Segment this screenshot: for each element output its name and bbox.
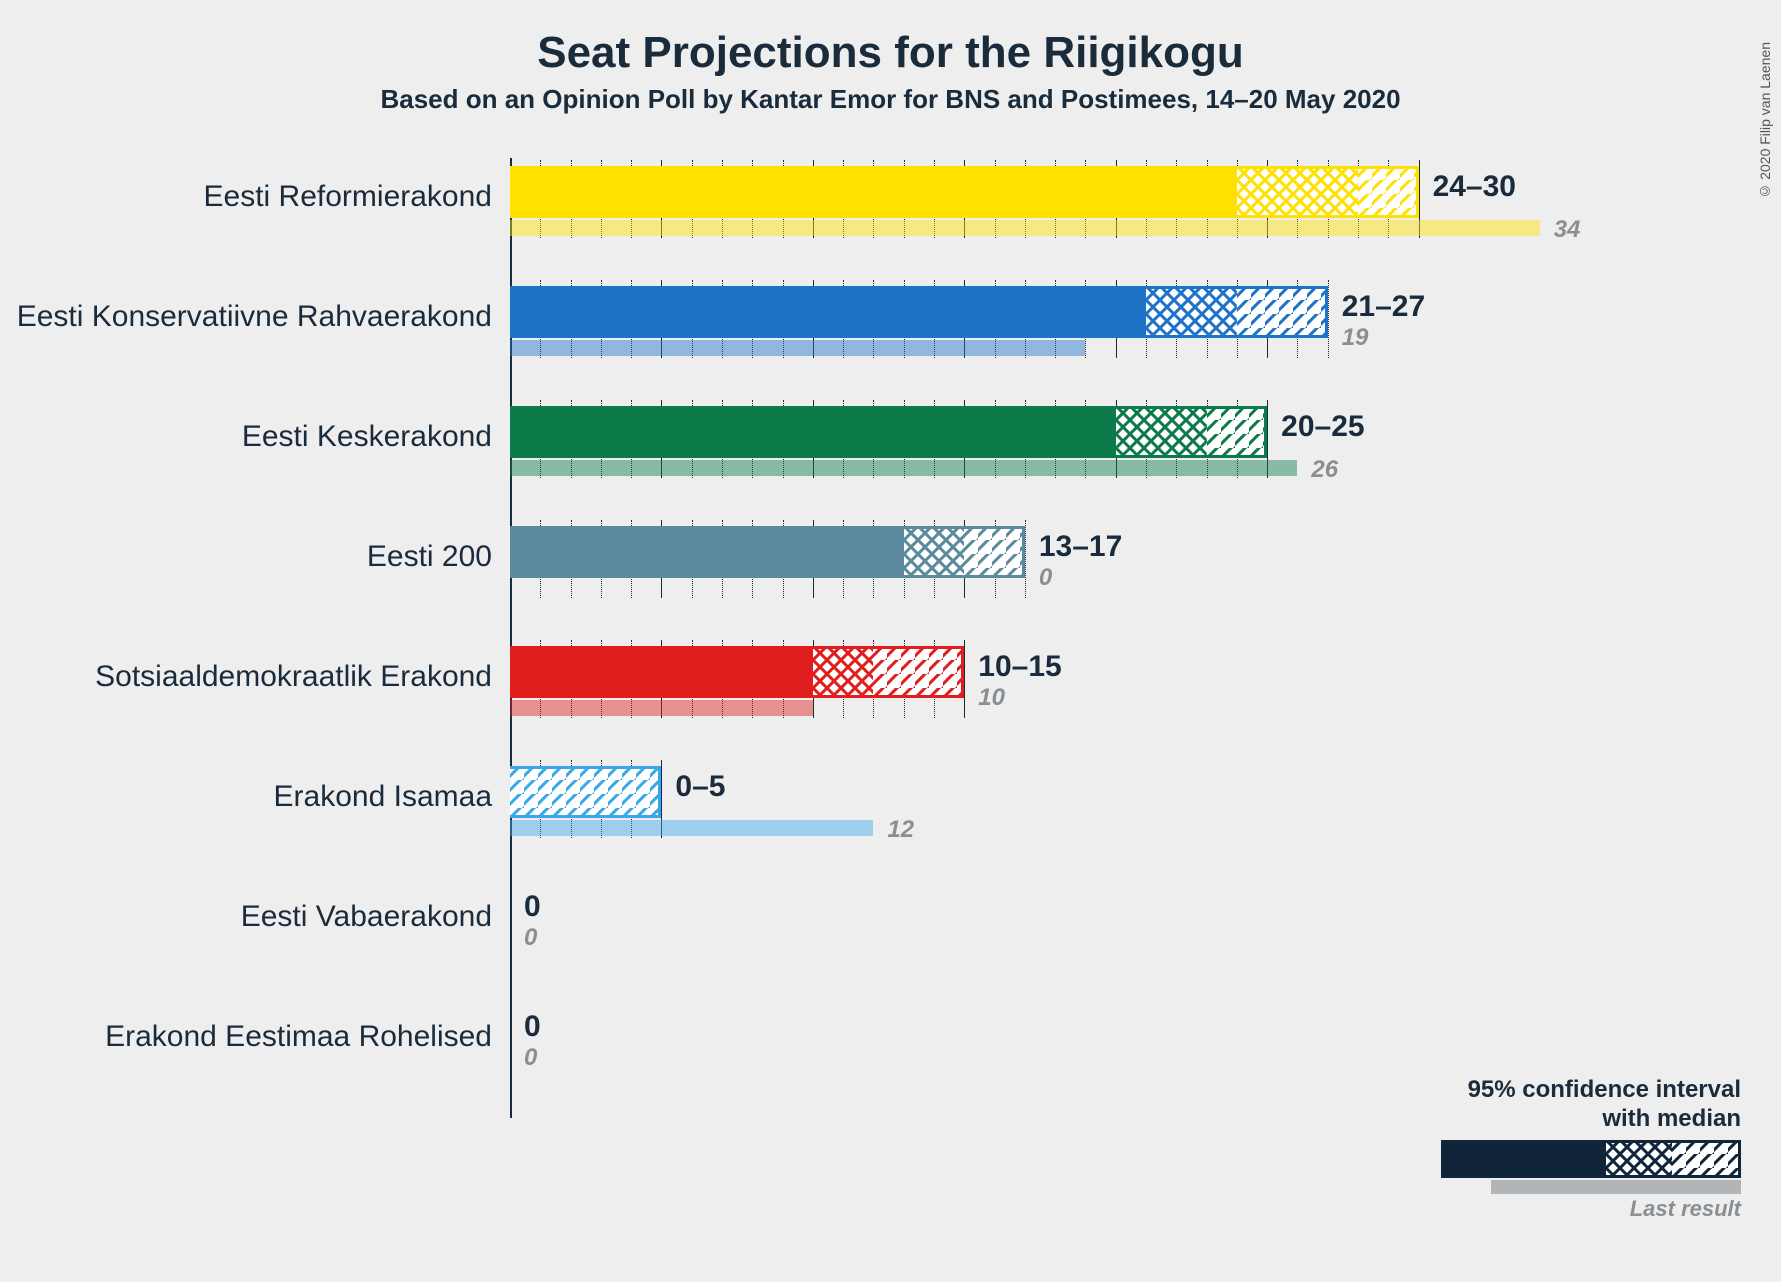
range-label: 24–30: [1433, 170, 1516, 204]
bar-solid: [510, 286, 1146, 338]
party-row: Sotsiaaldemokraatlik Erakond10–1510: [510, 638, 1570, 758]
last-label: 19: [1342, 324, 1369, 352]
copyright-text: © 2020 Filip van Laenen: [1757, 42, 1773, 200]
legend-last-label: Last result: [1441, 1196, 1741, 1222]
party-row: Erakond Eestimaa Rohelised00: [510, 998, 1570, 1118]
bar-crosshatch: [1146, 286, 1237, 338]
last-result-bar: [510, 460, 1297, 476]
bar-diag: [873, 646, 964, 698]
last-label: 0: [524, 1044, 537, 1072]
bar-diag: [1358, 166, 1419, 218]
bar-diag: [1237, 286, 1328, 338]
party-label: Eesti Konservatiivne Rahvaerakond: [17, 300, 492, 334]
last-result-bar: [510, 220, 1540, 236]
chart-subtitle: Based on an Opinion Poll by Kantar Emor …: [0, 84, 1781, 115]
party-row: Eesti Keskerakond20–2526: [510, 398, 1570, 518]
bar-crosshatch: [1116, 406, 1207, 458]
range-label: 10–15: [978, 650, 1061, 684]
last-label: 0: [1039, 564, 1052, 592]
bar-diag: [964, 526, 1025, 578]
range-label: 13–17: [1039, 530, 1122, 564]
legend-title: 95% confidence interval with median: [1441, 1076, 1741, 1134]
bar-solid: [510, 526, 904, 578]
chart-title: Seat Projections for the Riigikogu: [0, 28, 1781, 78]
party-label: Eesti Keskerakond: [242, 420, 492, 454]
party-label: Eesti Reformierakond: [204, 180, 492, 214]
party-label: Eesti Vabaerakond: [241, 900, 492, 934]
bar-solid: [510, 646, 813, 698]
range-label: 0–5: [675, 770, 725, 804]
last-result-bar: [510, 820, 873, 836]
party-label: Eesti 200: [367, 540, 492, 574]
party-row: Eesti Vabaerakond00: [510, 878, 1570, 998]
range-label: 21–27: [1342, 290, 1425, 324]
range-label: 20–25: [1281, 410, 1364, 444]
chart-plot-area: Eesti Reformierakond24–3034Eesti Konserv…: [510, 158, 1570, 1158]
last-result-bar: [510, 700, 813, 716]
bar-solid: [510, 406, 1116, 458]
range-label: 0: [524, 1010, 541, 1044]
bar-crosshatch: [904, 526, 965, 578]
bar-crosshatch: [813, 646, 874, 698]
legend-bar: [1441, 1140, 1741, 1178]
bar-solid: [510, 166, 1237, 218]
last-label: 12: [887, 816, 914, 844]
party-row: Eesti Konservatiivne Rahvaerakond21–2719: [510, 278, 1570, 398]
party-label: Sotsiaaldemokraatlik Erakond: [95, 660, 492, 694]
last-label: 10: [978, 684, 1005, 712]
range-label: 0: [524, 890, 541, 924]
last-label: 0: [524, 924, 537, 952]
party-label: Erakond Isamaa: [274, 780, 492, 814]
bar-crosshatch: [1237, 166, 1358, 218]
last-result-bar: [510, 340, 1085, 356]
bar-diag: [1207, 406, 1268, 458]
bar-diag: [510, 766, 661, 818]
party-row: Eesti 20013–170: [510, 518, 1570, 638]
party-label: Erakond Eestimaa Rohelised: [105, 1020, 492, 1054]
legend-last-bar: [1491, 1180, 1741, 1194]
legend: 95% confidence interval with median Last…: [1441, 1076, 1741, 1222]
party-row: Eesti Reformierakond24–3034: [510, 158, 1570, 278]
last-label: 26: [1311, 456, 1338, 484]
party-row: Erakond Isamaa0–512: [510, 758, 1570, 878]
last-label: 34: [1554, 216, 1581, 244]
